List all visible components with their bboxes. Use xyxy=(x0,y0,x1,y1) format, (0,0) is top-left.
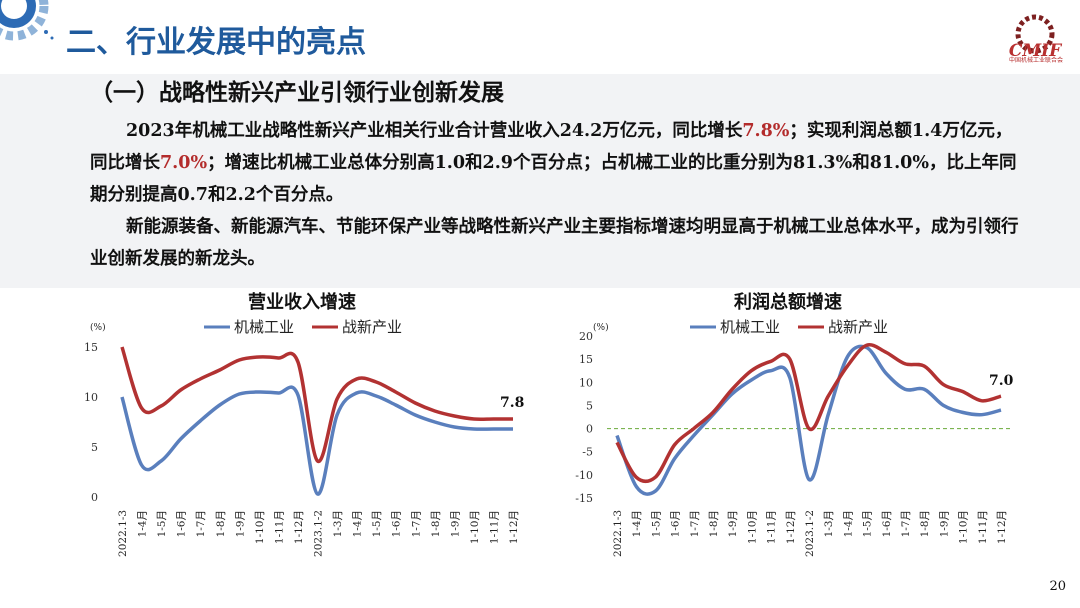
profit-x-tick-label: 1-5月 xyxy=(862,510,874,537)
section-subtitle: （一）战略性新兴产业引领行业创新发展 xyxy=(90,80,504,106)
profit-x-tick-label: 1-5月 xyxy=(650,510,662,537)
revenue-growth-highlight: 7.8% xyxy=(742,121,790,141)
revenue-x-tick-label: 1-11月 xyxy=(488,510,500,544)
profit-x-tick-label: 1-10月 xyxy=(746,510,758,544)
revenue-x-tick-label: 1-6月 xyxy=(391,510,403,537)
revenue-x-tick-label: 1-7月 xyxy=(195,510,207,537)
profit-x-tick-label: 1-8月 xyxy=(919,510,931,537)
profit-x-tick-label: 1-11月 xyxy=(977,510,989,544)
revenue-x-tick-label: 1-6月 xyxy=(176,510,188,537)
profit-y-tick-label: 20 xyxy=(579,330,593,343)
revenue-x-tick-label: 2023.1-2 xyxy=(313,510,325,557)
revenue-end-value-label: 7.8 xyxy=(500,395,524,411)
revenue-legend-label: 机械工业 xyxy=(234,318,294,336)
revenue-series-machinery-line xyxy=(120,385,513,496)
profit-growth-highlight: 7.0% xyxy=(160,153,208,173)
paragraph-1-part-3: ；增速比机械工业总体分别高1.0和2.9个百分点；占机械工业的比重分别为81.3… xyxy=(90,153,1017,205)
profit-x-tick-label: 1-9月 xyxy=(938,510,950,537)
profit-x-tick-label: 1-7月 xyxy=(689,510,701,537)
profit-x-tick-label: 1-9月 xyxy=(727,510,739,537)
revenue-x-tick-label: 1-9月 xyxy=(234,510,246,537)
revenue-chart-title: 营业收入增速 xyxy=(248,292,356,313)
revenue-x-tick-label: 1-5月 xyxy=(371,510,383,537)
revenue-x-tick-label: 1-7月 xyxy=(410,510,422,537)
profit-x-tick-label: 2022.1-3 xyxy=(612,510,624,557)
revenue-x-tick-label: 1-8月 xyxy=(430,510,442,537)
profit-y-tick-label: 10 xyxy=(579,376,593,389)
profit-x-tick-label: 1-10月 xyxy=(958,510,970,544)
text-background-band xyxy=(0,74,1080,288)
revenue-series-strategic-line xyxy=(120,346,513,463)
paragraph-1-part-1: 2023年机械工业战略性新兴产业相关行业合计营业收入24.2万亿元，同比增长 xyxy=(126,121,743,141)
profit-legend-label: 战新产业 xyxy=(828,318,888,336)
cmif-logo: CMIF xyxy=(1009,14,1063,61)
profit-series-machinery-line xyxy=(615,344,1002,496)
revenue-x-tick-label: 1-9月 xyxy=(449,510,461,537)
paragraph-1-part-2: ；实现利润总额1.4万亿元，同比增长 xyxy=(90,121,1013,173)
slide-title: 二、行业发展中的亮点 xyxy=(66,25,366,60)
profit-x-tick-label: 1-12月 xyxy=(785,510,797,544)
profit-x-tick-label: 1-8月 xyxy=(708,510,720,537)
revenue-x-tick-label: 1-3月 xyxy=(332,510,344,537)
profit-x-tick-label: 1-12月 xyxy=(996,510,1008,544)
profit-x-tick-label: 1-3月 xyxy=(823,510,835,537)
revenue-y-tick-label: 15 xyxy=(84,341,98,354)
revenue-x-tick-label: 1-5月 xyxy=(156,510,168,537)
profit-y-tick-label: 0 xyxy=(586,423,593,436)
revenue-y-tick-label: 5 xyxy=(91,441,98,454)
revenue-x-tick-label: 2022.1-3 xyxy=(117,510,129,557)
revenue-unit-label: (%) xyxy=(90,322,106,333)
body-text: 2023年机械工业战略性新兴产业相关行业合计营业收入24.2万亿元，同比增长7.… xyxy=(90,115,1022,275)
revenue-x-tick-label: 1-8月 xyxy=(215,510,227,537)
profit-y-tick-label: 5 xyxy=(586,399,593,412)
revenue-y-tick-label: 10 xyxy=(84,391,98,404)
revenue-x-tick-label: 1-10月 xyxy=(254,510,266,544)
revenue-x-tick-label: 1-12月 xyxy=(293,510,305,544)
profit-legend-label: 机械工业 xyxy=(720,318,780,336)
revenue-x-tick-label: 1-11月 xyxy=(273,510,285,544)
profit-x-tick-label: 1-6月 xyxy=(881,510,893,537)
page-number: 20 xyxy=(1049,579,1066,594)
svg-text:CMIF: CMIF xyxy=(1009,41,1063,61)
profit-y-tick-label: -15 xyxy=(575,492,593,505)
profit-y-tick-label: -10 xyxy=(575,469,593,482)
paragraph-1: 2023年机械工业战略性新兴产业相关行业合计营业收入24.2万亿元，同比增长7.… xyxy=(90,115,1022,211)
revenue-x-tick-label: 1-4月 xyxy=(352,510,364,537)
profit-x-tick-label: 2023.1-2 xyxy=(804,510,816,557)
paragraph-2: 新能源装备、新能源汽车、节能环保产业等战略性新兴产业主要指标增速均明显高于机械工… xyxy=(90,217,1019,269)
profit-x-tick-label: 1-6月 xyxy=(670,510,682,537)
profit-series-strategic-line xyxy=(615,343,1002,484)
profit-x-tick-label: 1-11月 xyxy=(766,510,778,544)
profit-x-tick-label: 1-4月 xyxy=(842,510,854,537)
revenue-legend-label: 战新产业 xyxy=(342,318,402,336)
gear-decoration-icon xyxy=(0,0,54,41)
profit-y-tick-label: 15 xyxy=(579,353,593,366)
profit-y-tick-label: -5 xyxy=(582,446,593,459)
profit-end-value-label: 7.0 xyxy=(989,373,1014,389)
profit-x-tick-label: 1-4月 xyxy=(631,510,643,537)
profit-unit-label: (%) xyxy=(593,322,609,333)
profit-x-tick-label: 1-7月 xyxy=(900,510,912,537)
revenue-x-tick-label: 1-10月 xyxy=(469,510,481,544)
revenue-x-tick-label: 1-4月 xyxy=(137,510,149,537)
revenue-x-tick-label: 1-12月 xyxy=(508,510,520,544)
profit-chart-title: 利润总额增速 xyxy=(734,292,842,313)
logo-caption: 中国机械工业联合会 xyxy=(1008,57,1063,64)
revenue-y-tick-label: 0 xyxy=(91,491,98,504)
